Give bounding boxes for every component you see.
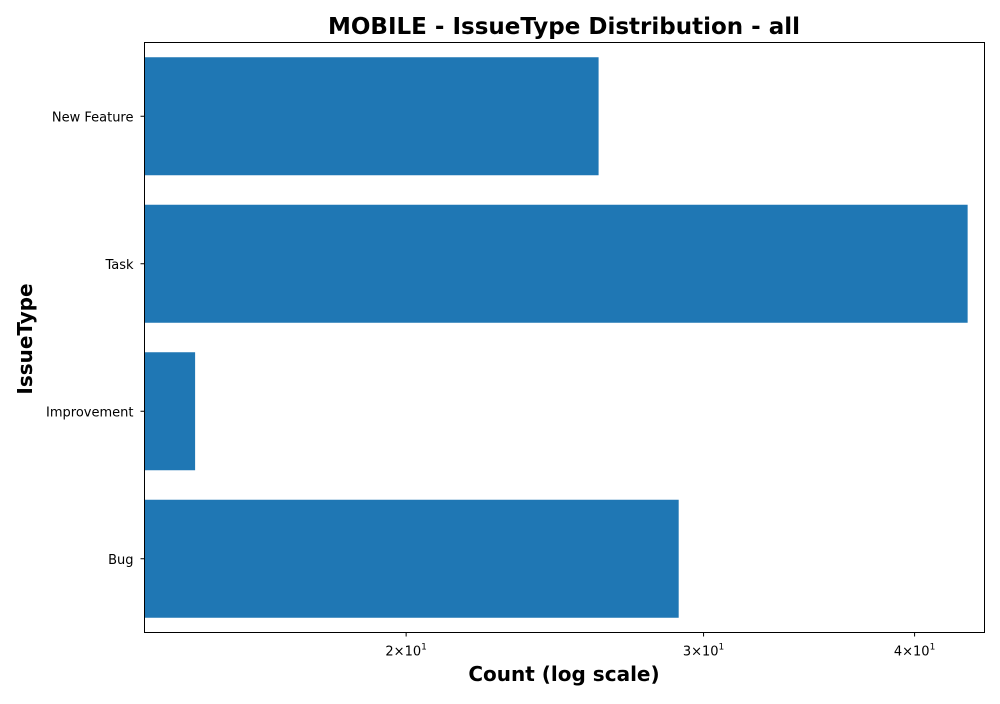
x-ticks-layer: 2×101 3×101 4×101: [385, 632, 935, 660]
plot-frame: [144, 42, 985, 633]
bar-task: [144, 204, 968, 323]
y-ticks-layer: New Feature Task Improvement Bug: [46, 110, 145, 568]
y-axis-label: IssueType: [13, 283, 37, 394]
bar-new-feature: [144, 57, 599, 176]
y-tick-label: Task: [104, 258, 134, 273]
bar-bug: [144, 499, 679, 618]
x-tick-label: 3×101: [683, 643, 724, 660]
y-tick-label: New Feature: [52, 110, 134, 125]
chart-title: MOBILE - IssueType Distribution - all: [328, 14, 800, 40]
x-tick-label: 2×101: [385, 643, 426, 660]
y-tick-label: Improvement: [46, 405, 133, 420]
x-axis-label: Count (log scale): [468, 662, 659, 686]
y-tick-label: Bug: [108, 553, 133, 568]
x-tick-label: 4×101: [894, 643, 935, 660]
bars-layer: [144, 57, 968, 618]
bar-improvement: [144, 352, 196, 471]
